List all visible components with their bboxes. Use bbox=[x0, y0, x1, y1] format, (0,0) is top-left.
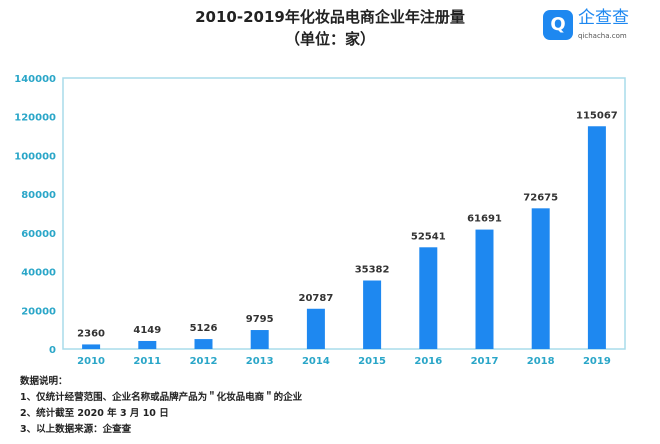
notes: 数据说明： 1、仅统计经营范围、企业名称或品牌产品为＂化妆品电商＂的企业 2、统… bbox=[20, 374, 302, 438]
x-tick-label: 2013 bbox=[246, 356, 274, 367]
x-tick-label: 2014 bbox=[302, 356, 330, 367]
data-label: 5126 bbox=[190, 323, 218, 334]
bar-2016 bbox=[419, 247, 438, 349]
y-tick-label: 120000 bbox=[14, 113, 56, 124]
y-tick-label: 60000 bbox=[21, 229, 56, 240]
data-label: 9795 bbox=[246, 314, 274, 325]
data-label: 52541 bbox=[411, 231, 446, 242]
data-label: 4149 bbox=[133, 325, 161, 336]
note-line: 2、统计截至 2020 年 3 月 10 日 bbox=[20, 408, 169, 419]
data-label: 20787 bbox=[299, 293, 334, 304]
data-label: 72675 bbox=[523, 192, 558, 203]
bar-2019 bbox=[587, 126, 606, 350]
bar-2012 bbox=[194, 339, 213, 349]
y-tick-label: 20000 bbox=[21, 306, 56, 317]
y-tick-label: 100000 bbox=[14, 151, 56, 162]
x-tick-label: 2010 bbox=[77, 356, 105, 367]
y-tick-label: 40000 bbox=[21, 268, 56, 279]
x-tick-label: 2019 bbox=[583, 356, 611, 367]
x-tick-label: 2015 bbox=[358, 356, 386, 367]
bar-2013 bbox=[250, 330, 269, 349]
data-label: 115067 bbox=[576, 110, 618, 121]
logo-domain: qichacha.com bbox=[578, 32, 627, 40]
x-tick-label: 2017 bbox=[471, 356, 499, 367]
data-label: 35382 bbox=[355, 265, 390, 276]
bar-2010 bbox=[82, 344, 101, 349]
y-tick-label: 0 bbox=[49, 345, 56, 356]
logo-name: 企查查 bbox=[578, 8, 629, 28]
y-tick-label: 140000 bbox=[14, 74, 56, 85]
note-line: 1、仅统计经营范围、企业名称或品牌产品为＂化妆品电商＂的企业 bbox=[20, 392, 303, 403]
y-tick-label: 80000 bbox=[21, 190, 56, 201]
chart-subtitle: （单位：家） bbox=[284, 30, 375, 48]
logo-icon: Q bbox=[543, 10, 573, 40]
plot-frame bbox=[62, 77, 626, 350]
bar-2018 bbox=[531, 208, 550, 349]
bar-2014 bbox=[306, 308, 325, 349]
bar-2011 bbox=[138, 340, 157, 349]
bar-2015 bbox=[363, 280, 382, 349]
x-tick-label: 2018 bbox=[527, 356, 555, 367]
notes-heading: 数据说明： bbox=[20, 376, 68, 387]
chart-title: 2010-2019年化妆品电商企业年注册量 bbox=[195, 8, 465, 26]
data-label: 2360 bbox=[77, 328, 105, 339]
x-tick-label: 2016 bbox=[414, 356, 442, 367]
bar-2017 bbox=[475, 229, 494, 349]
note-line: 3、以上数据来源：企查查 bbox=[20, 424, 132, 435]
qichacha-logo: Q 企查查 qichacha.com bbox=[543, 8, 653, 44]
data-label: 61691 bbox=[467, 214, 502, 225]
x-tick-label: 2011 bbox=[133, 356, 161, 367]
x-tick-label: 2012 bbox=[190, 356, 218, 367]
